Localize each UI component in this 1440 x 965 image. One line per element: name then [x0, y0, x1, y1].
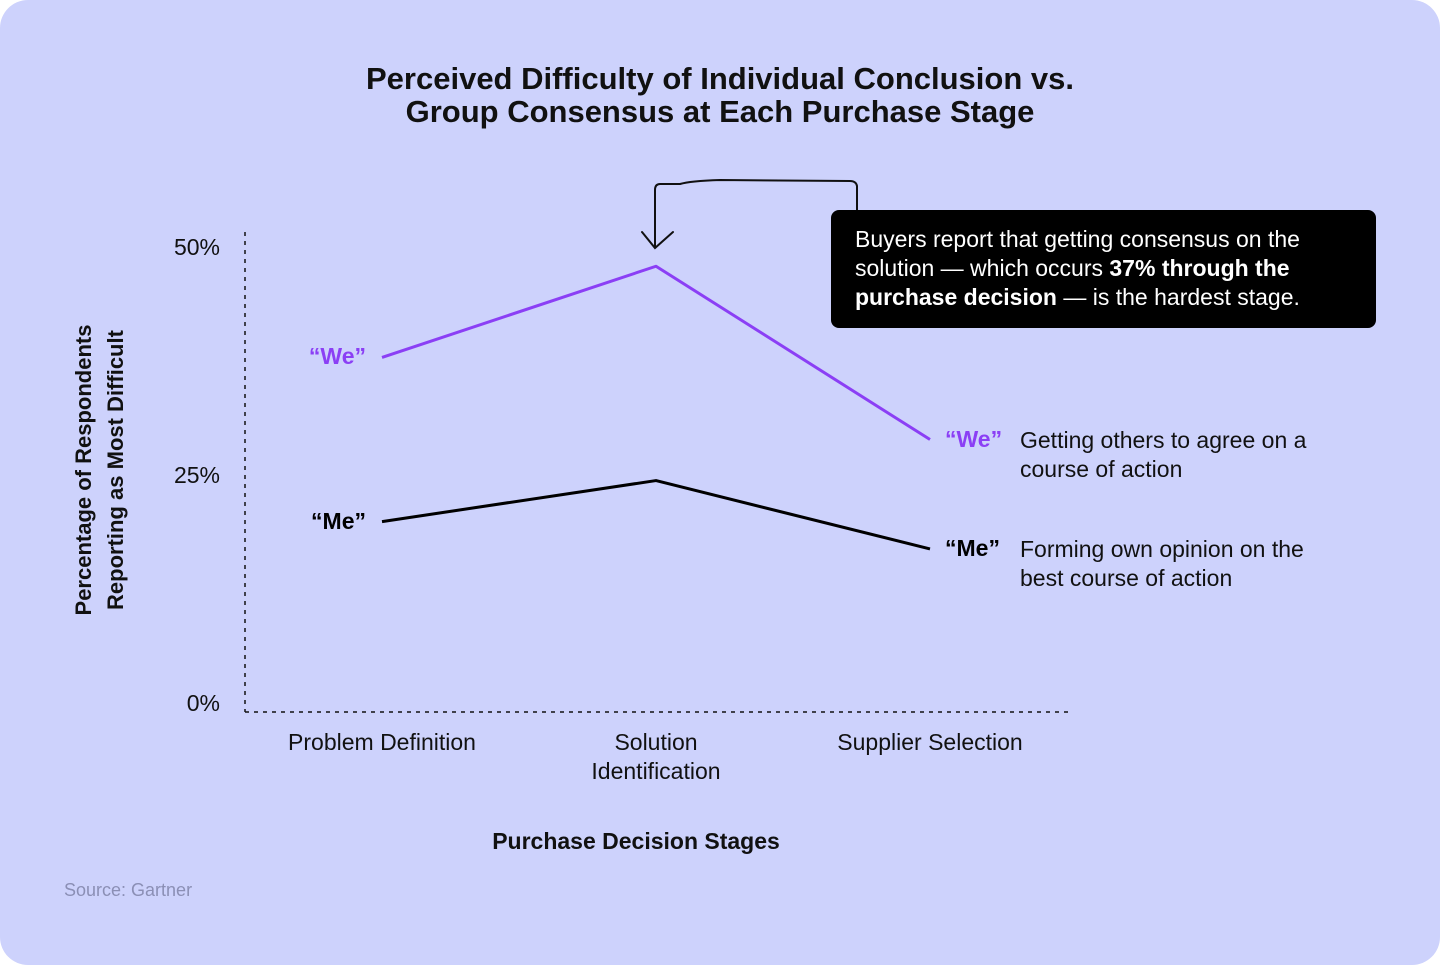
series-line	[381, 264, 931, 441]
annotation-text: Buyers report that getting consensus on …	[855, 226, 1300, 281]
x-tick-label: Supplier Selection	[837, 729, 1023, 755]
annotation: Buyers report that getting consensus on …	[831, 210, 1376, 328]
x-tick-label: Solution Identification	[591, 729, 721, 784]
annotation-text: — is the hardest stage.	[1056, 284, 1300, 310]
series-line	[381, 479, 931, 551]
legend-description: Getting others to agree on a course of a…	[1020, 426, 1307, 482]
x-tick-label: Problem Definition	[288, 729, 476, 755]
y-tick-label: 0%	[186, 690, 220, 716]
x-axis-label: Purchase Decision Stages	[492, 828, 780, 854]
y-tick-label: 50%	[173, 234, 220, 260]
y-axis-label: Percentage of Respondents Reporting as M…	[71, 324, 128, 616]
annotation-bold: 37% through the purchase decision	[855, 255, 1290, 310]
chart-title: Perceived Difficulty of Individual Concl…	[366, 61, 1074, 129]
legend-label: “Me”	[945, 534, 1000, 561]
source: Source: Gartner	[64, 880, 193, 900]
legend-description: Forming own opinion on the best course o…	[1020, 535, 1304, 591]
legend-label: “We”	[945, 425, 1003, 452]
series-label: “We”	[308, 343, 366, 370]
series-label: “Me”	[311, 507, 366, 534]
callout-arrow	[641, 178, 858, 250]
y-tick-label: 25%	[173, 462, 220, 488]
